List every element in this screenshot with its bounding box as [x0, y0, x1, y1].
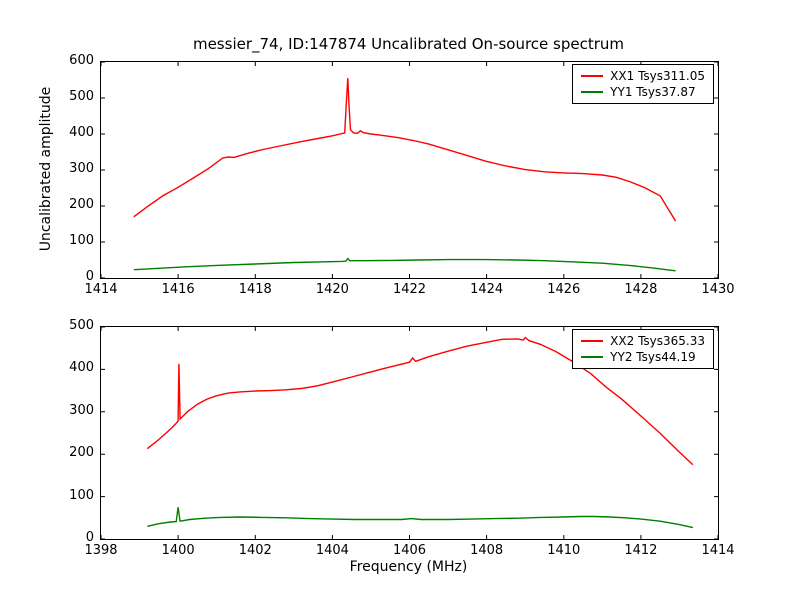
plot-canvas [101, 327, 718, 539]
y-tick-label: 500 [69, 318, 94, 333]
x-tick-label: 1418 [238, 282, 272, 297]
y-tick-label: 300 [69, 161, 94, 176]
y-tick-label: 400 [69, 360, 94, 376]
x-axis-label: Frequency (MHz) [349, 559, 468, 575]
top-subplot: XX1 Tsys311.05 YY1 Tsys37.87 1414 1416 141… [69, 53, 734, 297]
y-tick-label: 400 [69, 125, 94, 140]
legend-entry: YY1 Tsys37.87 [581, 84, 705, 100]
series-xx2 [146, 336, 694, 466]
y-tick-label: 100 [69, 233, 94, 248]
x-tick-label: 1414 [84, 282, 118, 297]
y-tick-label: 500 [69, 89, 94, 104]
x-tick-label: 1422 [392, 282, 427, 297]
y-tick-label: 0 [85, 530, 94, 545]
legend-entry: YY2 Tsys44.19 [581, 349, 705, 365]
x-tick-label: 1426 [547, 282, 581, 297]
x-tick-label: 1398 [84, 543, 118, 558]
legend-bottom: XX2 Tsys365.33 YY2 Tsys44.19 [572, 329, 714, 369]
x-tick-label: 1430 [701, 282, 735, 297]
x-tick-label: 1410 [547, 543, 581, 558]
bottom-subplot: XX2 Tsys365.33 YY2 Tsys44.19 1398 1400 140… [69, 318, 734, 558]
x-tick-label: 1428 [624, 282, 658, 297]
axis-ticks [101, 327, 718, 539]
legend-label: XX1 Tsys311.05 [610, 69, 705, 83]
x-tick-label: 1400 [161, 543, 195, 558]
legend-line-sample-green [581, 91, 604, 93]
y-tick-label: 0 [85, 269, 94, 284]
y-tick-label: 300 [69, 402, 94, 418]
legend-line-sample-red [581, 340, 604, 342]
legend-label: YY1 Tsys37.87 [610, 85, 696, 99]
series-xx1 [133, 78, 677, 222]
legend-label: YY2 Tsys44.19 [610, 350, 696, 364]
legend-line-sample-green [581, 356, 604, 358]
y-tick-label: 600 [69, 53, 94, 68]
figure-title: messier_74, ID:147874 Uncalibrated On-so… [192, 35, 625, 53]
legend-line-sample-red [581, 75, 604, 77]
y-tick-label: 200 [69, 445, 94, 461]
legend-label: XX2 Tsys365.33 [610, 334, 705, 348]
x-tick-label: 1404 [315, 543, 349, 558]
series-yy1 [133, 257, 676, 272]
y-tick-label: 100 [69, 487, 94, 503]
x-tick-label: 1406 [392, 543, 427, 558]
x-tick-label: 1414 [701, 543, 735, 558]
x-tick-label: 1420 [315, 282, 349, 297]
series-yy2 [147, 507, 694, 529]
x-tick-label: 1408 [470, 543, 504, 558]
legend-top: XX1 Tsys311.05 YY1 Tsys37.87 [572, 64, 714, 104]
x-tick-label: 1424 [470, 282, 504, 297]
y-tick-label: 200 [69, 197, 94, 212]
x-tick-label: 1416 [161, 282, 195, 297]
x-tick-label: 1412 [624, 543, 658, 558]
x-tick-label: 1402 [238, 543, 272, 558]
legend-entry: XX1 Tsys311.05 [581, 68, 705, 84]
legend-entry: XX2 Tsys365.33 [581, 333, 705, 349]
